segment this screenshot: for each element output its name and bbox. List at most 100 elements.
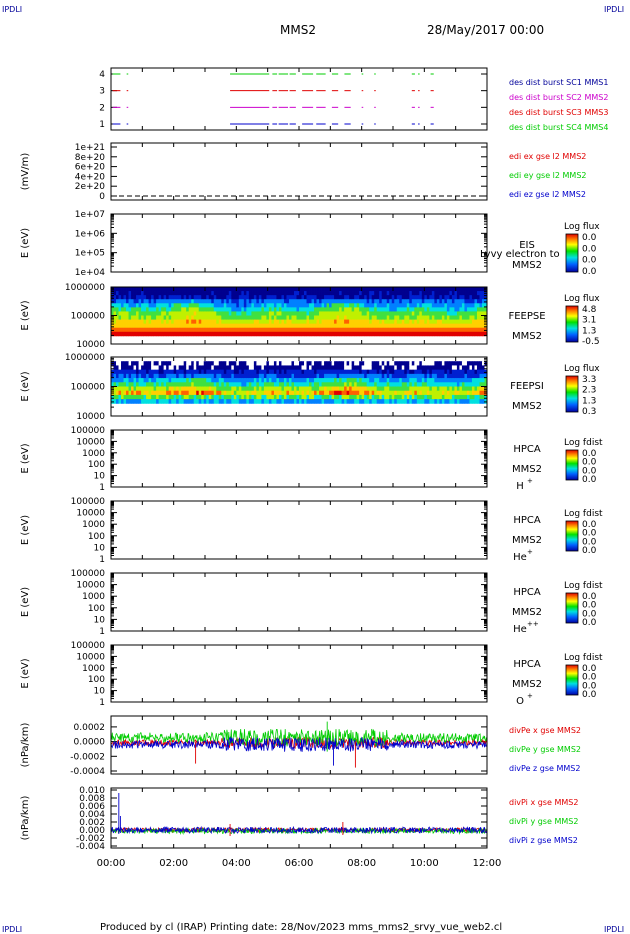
spectrogram-cell	[366, 315, 370, 320]
spectrogram-cell	[113, 295, 117, 300]
spectrogram-cell	[419, 323, 423, 329]
y-tick-label: 0.010	[79, 786, 105, 796]
spectrogram-cell	[153, 295, 157, 300]
spectrogram-cell	[271, 361, 275, 366]
spectrogram-cell	[131, 323, 134, 329]
spectrogram-cell	[136, 365, 139, 371]
spectrogram-cell	[266, 373, 270, 379]
spectrogram-cell	[188, 287, 192, 292]
spectrogram-cell	[459, 303, 463, 308]
spectrogram-cell	[319, 369, 322, 375]
spectrogram-cell	[191, 315, 195, 320]
spectrogram-cell	[306, 382, 310, 387]
spectrogram-cell	[148, 315, 152, 320]
spectrogram-cell	[248, 390, 252, 396]
spectrogram-cell	[314, 331, 317, 337]
spectrogram-cell	[153, 303, 157, 308]
spectrogram-cell	[349, 331, 353, 337]
spectrogram-cell	[293, 315, 297, 320]
spectrogram-cell	[173, 361, 177, 366]
spectrogram-cell	[236, 331, 240, 337]
spectrogram-cell	[414, 311, 418, 316]
y-tick-label: -0.0004	[70, 767, 105, 777]
spectrogram-cell	[419, 311, 423, 316]
spectrogram-cell	[158, 311, 162, 316]
legend-entry: des dist burst SC3 MMS3	[509, 108, 608, 117]
spectrogram-cell	[466, 361, 470, 366]
spectrogram-cell	[271, 373, 275, 379]
spectrogram-cell	[336, 327, 340, 333]
spectrogram-cell	[331, 390, 335, 396]
spectrogram-cell	[366, 361, 370, 366]
spectrogram-cell	[253, 291, 257, 296]
spectrogram-cell	[306, 365, 310, 371]
spectrogram-cell	[469, 399, 473, 404]
spectrogram-cell	[331, 299, 335, 304]
spectrogram-cell	[466, 327, 470, 333]
spectrogram-cell	[399, 303, 403, 308]
spectrogram-cell	[421, 386, 425, 392]
spectrogram-cell	[361, 287, 365, 292]
spectrogram-cell	[421, 365, 425, 371]
spectrogram-cell	[118, 319, 122, 325]
spectrogram-cell	[198, 295, 202, 300]
spectrogram-cell	[391, 369, 395, 375]
spectrogram-cell	[223, 295, 227, 300]
spectrogram-cell	[341, 361, 345, 366]
spectrogram-cell	[326, 319, 330, 325]
spectrogram-cell	[201, 394, 205, 400]
spectrogram-cell	[241, 378, 245, 383]
spectrogram-cell	[316, 386, 320, 392]
spectrogram-cell	[399, 323, 403, 329]
spectrogram-cell	[161, 369, 165, 375]
legend-entry: des dist burst SC4 MMS4	[509, 123, 608, 132]
spectrogram-cell	[366, 390, 370, 396]
spectrogram-cell	[361, 382, 365, 387]
spectrogram-cells	[111, 287, 488, 337]
spectrogram-cell	[121, 299, 124, 304]
spectrogram-cell	[431, 311, 435, 316]
spectrogram-cell	[374, 287, 378, 292]
spectrogram-cell	[266, 378, 270, 383]
spectrogram-cell	[278, 327, 282, 333]
colorbar-tick-label: 0.3	[582, 407, 596, 417]
spectrogram-cell	[439, 307, 443, 312]
spectrogram-cell	[206, 311, 210, 316]
spectrogram-cell	[304, 361, 307, 366]
spectrogram-cell	[369, 365, 373, 371]
spectrogram-cell	[384, 315, 388, 320]
spectrogram-cell	[404, 378, 408, 383]
spectrogram-cell	[454, 386, 458, 392]
spectrogram-cell	[309, 378, 312, 383]
spectrogram-cell	[118, 378, 122, 383]
spectrogram-cell	[471, 390, 475, 396]
spectrogram-cell	[193, 291, 197, 296]
spectrogram-cell	[283, 291, 287, 296]
spectrogram-cell	[186, 331, 190, 337]
spectrogram-cell	[198, 299, 202, 304]
spectrogram-cell	[304, 299, 307, 304]
spectrogram-cell	[111, 303, 114, 308]
spectrogram-cell	[369, 323, 373, 329]
spectrogram-cell	[324, 399, 327, 404]
spectrogram-cell	[158, 331, 162, 337]
spectrogram-cell	[314, 386, 317, 392]
spectrogram-cell	[143, 373, 147, 379]
spectrogram-cell	[379, 327, 383, 333]
spectrogram-cell	[326, 287, 330, 292]
spectrogram-cell	[256, 319, 260, 325]
spectrogram-cell	[196, 390, 200, 396]
spectrogram-cell	[314, 373, 317, 379]
spectrogram-cell	[311, 307, 315, 312]
spectrogram-cell	[268, 373, 272, 379]
spectrogram-cell	[161, 361, 165, 366]
spectrogram-cell	[391, 386, 395, 392]
spectrogram-cell	[233, 299, 237, 304]
spectrogram-cell	[173, 287, 177, 292]
spectrogram-cell	[434, 390, 438, 396]
spectrogram-cell	[266, 365, 270, 371]
spectrogram-cell	[306, 373, 310, 379]
spectrogram-cell	[379, 287, 383, 292]
spectrogram-cell	[188, 361, 192, 366]
